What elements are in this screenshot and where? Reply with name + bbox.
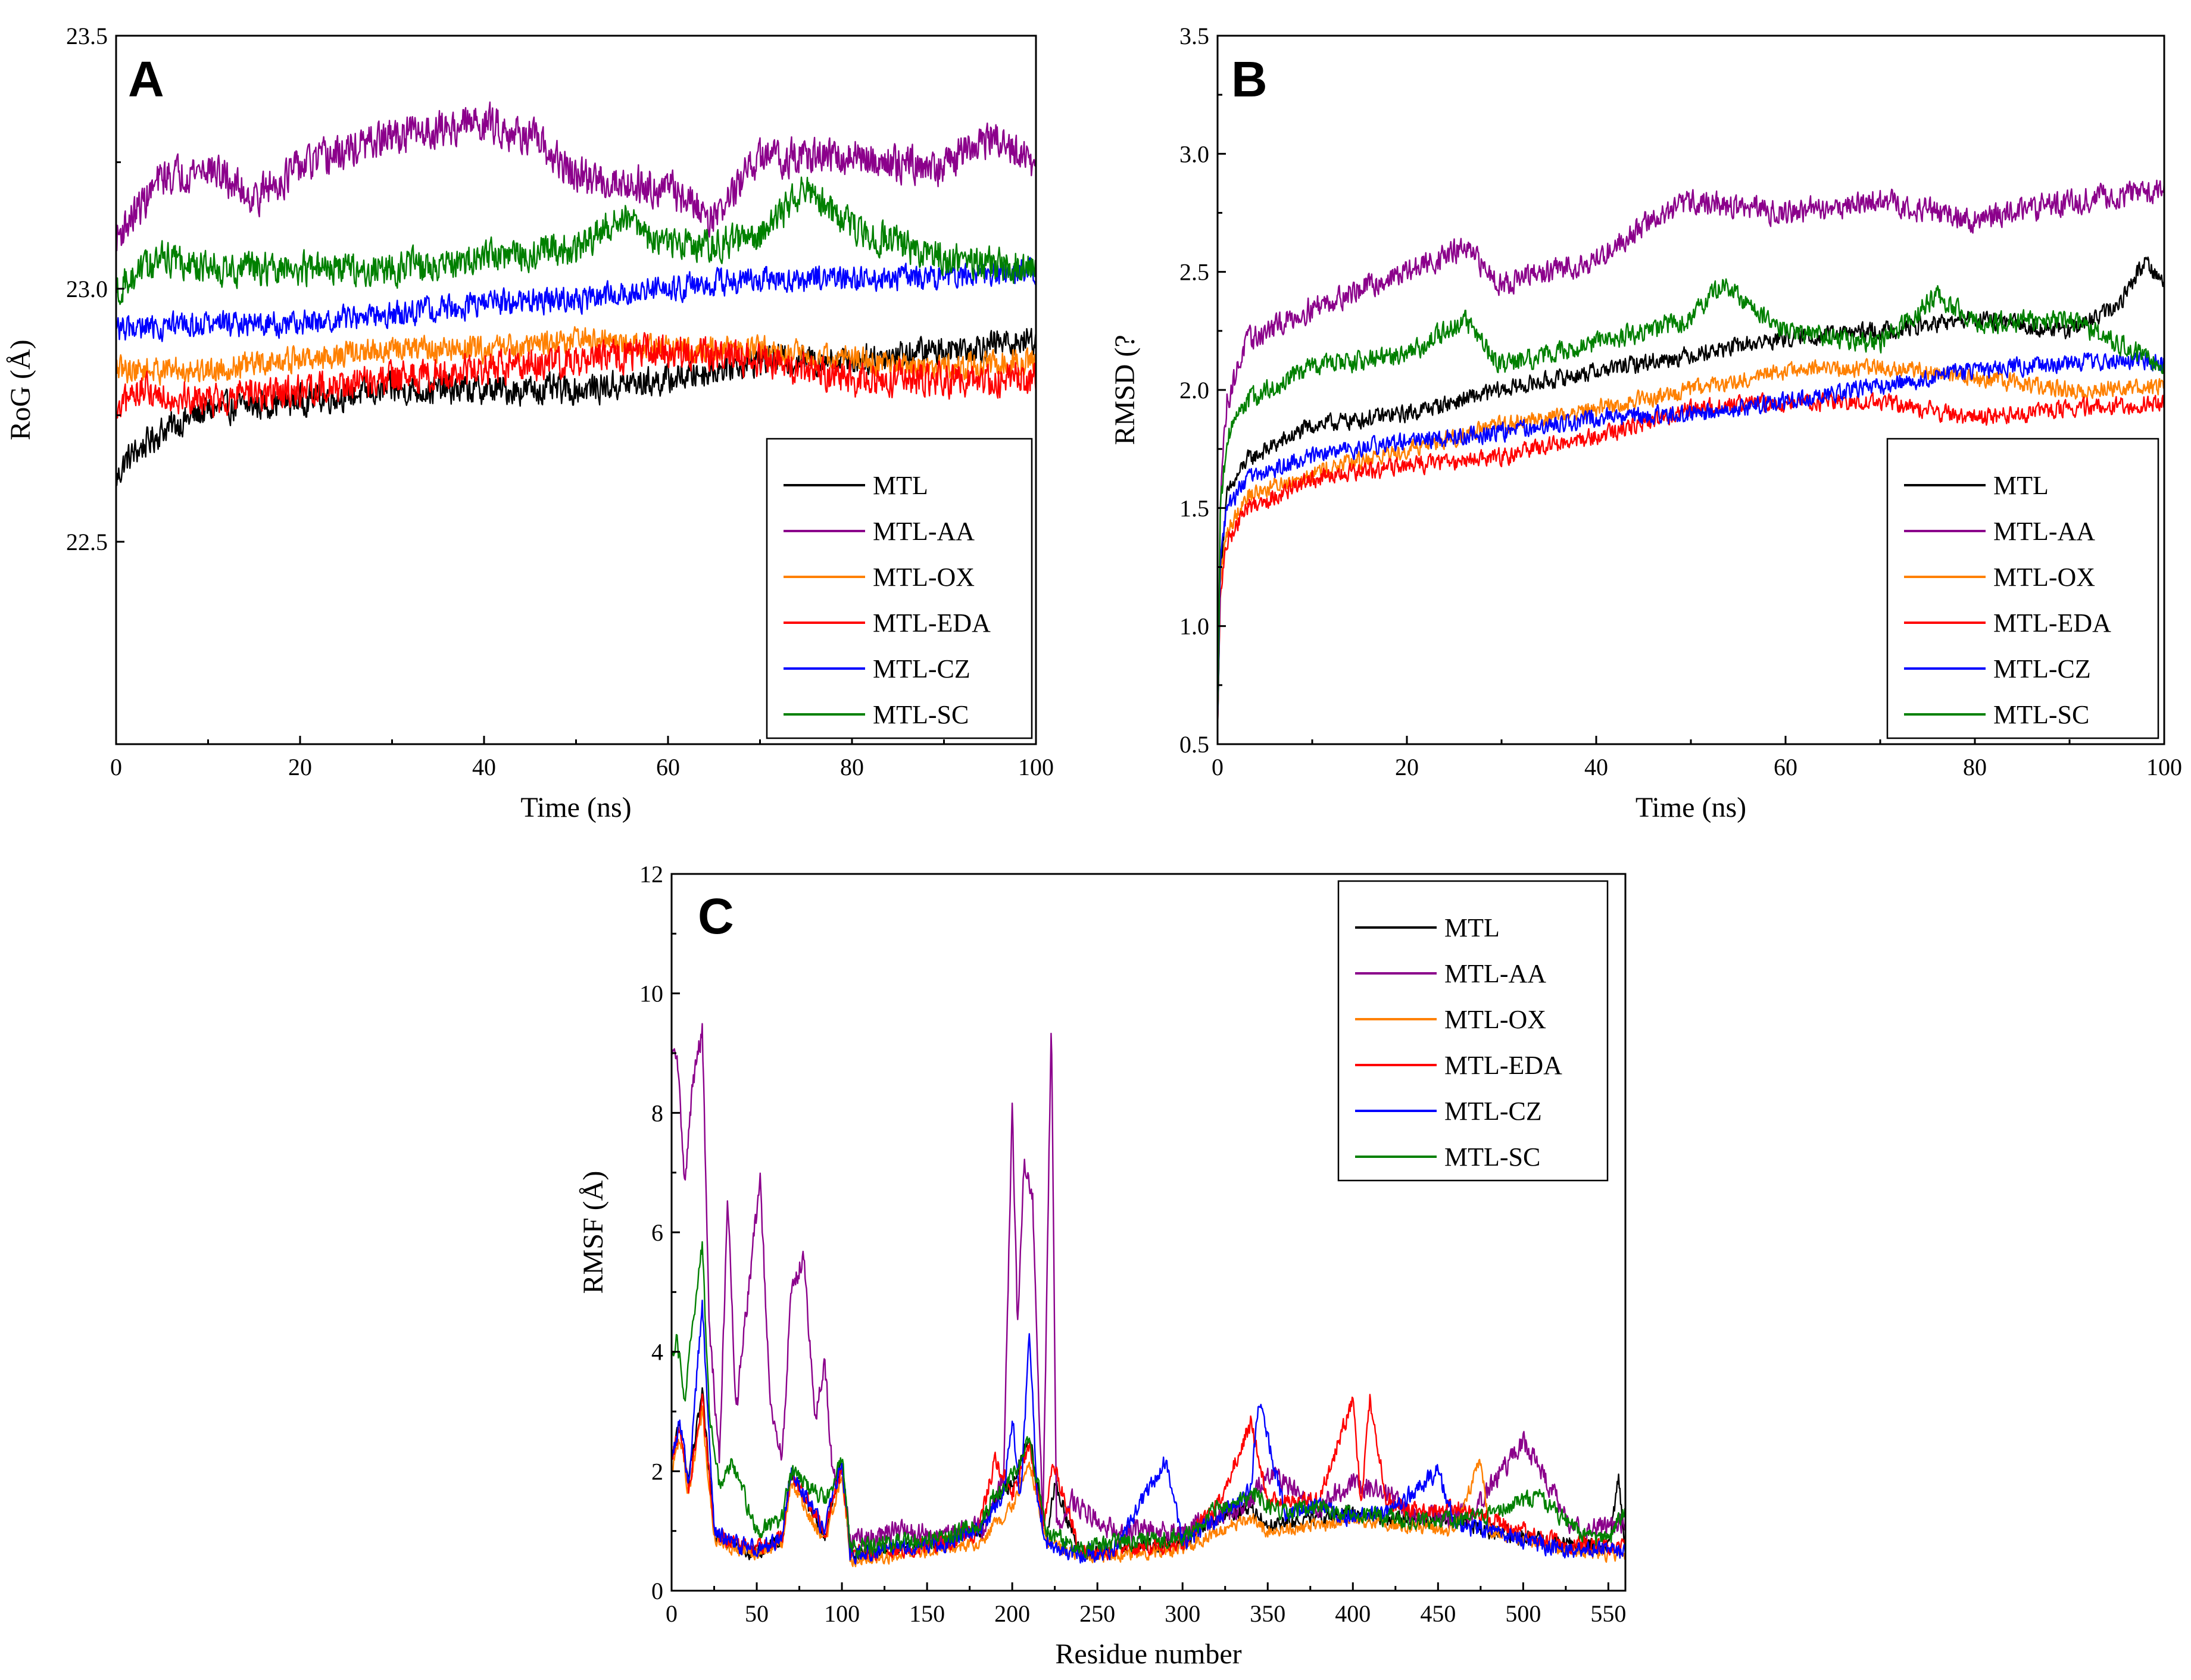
x-tick-label: 50 xyxy=(745,1600,769,1627)
y-tick-label: 22.5 xyxy=(66,529,108,555)
legend: MTL MTL-AA MTL-OX MTL-EDA MTL-CZ MTL-SC xyxy=(766,438,1033,739)
y-tick-label: 2 xyxy=(651,1458,663,1485)
chart-panel-b: 0 20 40 60 80 100 0.5 1.0 1.5 2.0 2.5 3.0 3.5 B Time… xyxy=(1109,23,2182,823)
series-line-mtl-aa xyxy=(115,101,1037,251)
y-tick-label: 2.5 xyxy=(1179,259,1209,286)
y-tick-label: 23.0 xyxy=(66,276,108,302)
y-tick-label: 0 xyxy=(651,1578,663,1604)
x-tick-label: 60 xyxy=(1774,754,1797,780)
y-axis-label: RoG (Å) xyxy=(5,339,36,440)
series-line-mtl-cz xyxy=(115,257,1037,342)
series-line-mtl-sc xyxy=(115,176,1037,305)
chart-panel-c: 0 50 100 150 200 250 300 350 400 450 500 550 0 2 4 6 8 10… xyxy=(578,861,1627,1670)
y-tick-label: 6 xyxy=(651,1219,663,1246)
x-axis-label: Time (ns) xyxy=(1636,792,1746,823)
x-tick-label: 80 xyxy=(840,754,864,780)
legend: MTL MTL-AA MTL-OX MTL-EDA MTL-CZ MTL-SC xyxy=(1337,880,1609,1182)
panel-label: A xyxy=(128,51,164,107)
plot-lines xyxy=(115,101,1037,486)
legend: MTL MTL-AA MTL-OX MTL-EDA MTL-CZ MTL-SC xyxy=(1886,438,2159,739)
y-tick-label: 23.5 xyxy=(66,23,108,49)
y-tick-label: 2.0 xyxy=(1179,377,1209,404)
legend-label: MTL-EDA xyxy=(1444,1051,1562,1080)
axis-ticks: 0 50 100 150 200 250 300 350 400 450 500 550 0 2 4 6 8 10… xyxy=(639,861,1626,1627)
legend-box xyxy=(766,438,1033,739)
y-axis-label: RMSF (Å) xyxy=(578,1171,609,1294)
legend-label: MTL-EDA xyxy=(1993,608,2111,638)
legend-label: MTL xyxy=(1444,913,1500,942)
series-line-mtl-ox xyxy=(1216,358,2165,729)
legend-label: MTL-CZ xyxy=(1444,1097,1542,1126)
x-tick-label: 500 xyxy=(1505,1600,1541,1627)
legend-box xyxy=(1337,880,1609,1182)
x-tick-label: 250 xyxy=(1079,1600,1115,1627)
y-tick-label: 4 xyxy=(651,1339,663,1366)
legend-label: MTL-OX xyxy=(873,563,975,592)
x-tick-label: 80 xyxy=(1963,754,1987,780)
legend-label: MTL-SC xyxy=(1993,700,2089,729)
x-tick-label: 40 xyxy=(1584,754,1608,780)
y-axis-label: RMSD (? xyxy=(1109,335,1141,445)
x-tick-label: 40 xyxy=(472,754,496,780)
x-axis-label: Time (ns) xyxy=(520,792,631,823)
legend-label: MTL xyxy=(873,471,928,500)
x-tick-label: 100 xyxy=(824,1600,860,1627)
x-tick-label: 350 xyxy=(1250,1600,1285,1627)
x-tick-label: 550 xyxy=(1590,1600,1626,1627)
axis-ticks: 0 20 40 60 80 100 0.5 1.0 1.5 2.0 2.5 3.0 3.5 xyxy=(1179,23,2182,780)
x-tick-label: 150 xyxy=(909,1600,945,1627)
legend-label: MTL-CZ xyxy=(873,654,970,683)
series-line-mtl-eda xyxy=(1216,392,2165,728)
series-line-mtl-sc xyxy=(1216,278,2165,727)
series-line-mtl-cz xyxy=(1216,352,2165,728)
chart-panel-a: 0 20 40 60 80 100 22.5 23.0 23.5 A Time (ns) RoG… xyxy=(5,23,1054,823)
y-tick-label: 10 xyxy=(639,980,663,1007)
x-tick-label: 60 xyxy=(656,754,680,780)
x-tick-label: 400 xyxy=(1335,1600,1371,1627)
plot-lines xyxy=(670,1023,1627,1567)
legend-label: MTL-SC xyxy=(873,700,969,729)
series-line-mtl-sc xyxy=(670,1241,1626,1559)
x-tick-label: 0 xyxy=(110,754,122,780)
series-line-mtl-eda xyxy=(116,332,1037,419)
series-line-mtl-eda xyxy=(670,1393,1627,1562)
x-tick-label: 100 xyxy=(2146,754,2182,780)
y-tick-label: 0.5 xyxy=(1179,731,1209,758)
legend-label: MTL-CZ xyxy=(1993,654,2091,683)
legend-label: MTL-AA xyxy=(1993,517,2095,546)
x-tick-label: 300 xyxy=(1165,1600,1200,1627)
x-tick-label: 0 xyxy=(666,1600,678,1627)
x-tick-label: 0 xyxy=(1212,754,1224,780)
legend-label: MTL xyxy=(1993,471,2049,500)
legend-label: MTL-OX xyxy=(1444,1005,1546,1034)
x-tick-label: 450 xyxy=(1420,1600,1456,1627)
y-tick-label: 1.5 xyxy=(1179,495,1209,522)
y-tick-label: 3.5 xyxy=(1179,23,1209,49)
axis-ticks: 0 20 40 60 80 100 22.5 23.0 23.5 xyxy=(66,23,1054,780)
x-axis-label: Residue number xyxy=(1055,1638,1241,1670)
y-tick-label: 1.0 xyxy=(1179,613,1209,640)
legend-label: MTL-EDA xyxy=(873,608,991,638)
panel-label: B xyxy=(1231,51,1268,107)
legend-box xyxy=(1886,438,2159,739)
y-tick-label: 12 xyxy=(639,861,663,888)
plot-lines xyxy=(1216,179,2165,729)
series-line-mtl xyxy=(1216,256,2165,729)
series-line-mtl-cz xyxy=(670,1299,1627,1565)
y-tick-label: 3.0 xyxy=(1179,140,1209,167)
series-line-mtl-aa xyxy=(1216,179,2165,727)
x-tick-label: 20 xyxy=(1395,754,1419,780)
legend-label: MTL-AA xyxy=(873,517,975,546)
x-tick-label: 20 xyxy=(288,754,312,780)
panel-label: C xyxy=(698,888,734,944)
legend-label: MTL-AA xyxy=(1444,959,1546,988)
x-tick-label: 200 xyxy=(994,1600,1030,1627)
y-tick-label: 8 xyxy=(651,1100,663,1126)
x-tick-label: 100 xyxy=(1018,754,1054,780)
series-line-mtl-ox xyxy=(115,326,1037,386)
legend-label: MTL-SC xyxy=(1444,1142,1540,1172)
legend-label: MTL-OX xyxy=(1993,563,2095,592)
